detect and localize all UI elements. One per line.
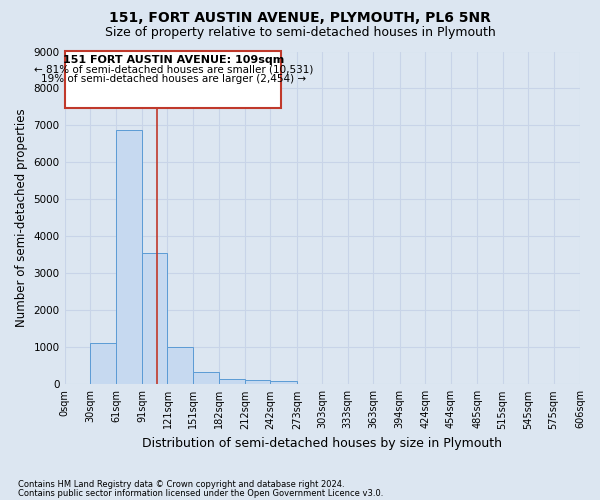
Text: 151 FORT AUSTIN AVENUE: 109sqm: 151 FORT AUSTIN AVENUE: 109sqm [63,54,284,64]
Text: Contains public sector information licensed under the Open Government Licence v3: Contains public sector information licen… [18,490,383,498]
Bar [142,252,167,384]
Bar [220,379,245,384]
Bar [193,372,220,384]
X-axis label: Distribution of semi-detached houses by size in Plymouth: Distribution of semi-detached houses by … [142,437,502,450]
Text: Contains HM Land Registry data © Crown copyright and database right 2024.: Contains HM Land Registry data © Crown c… [18,480,344,489]
Y-axis label: Number of semi-detached properties: Number of semi-detached properties [15,108,28,327]
Bar [116,130,142,384]
Bar [167,348,193,385]
Bar [271,382,297,384]
Bar [245,380,271,384]
Bar [90,342,116,384]
Text: 151, FORT AUSTIN AVENUE, PLYMOUTH, PL6 5NR: 151, FORT AUSTIN AVENUE, PLYMOUTH, PL6 5… [109,11,491,25]
Text: ← 81% of semi-detached houses are smaller (10,531): ← 81% of semi-detached houses are smalle… [34,64,313,74]
Text: 19% of semi-detached houses are larger (2,454) →: 19% of semi-detached houses are larger (… [41,74,306,84]
FancyBboxPatch shape [65,52,281,108]
Text: Size of property relative to semi-detached houses in Plymouth: Size of property relative to semi-detach… [104,26,496,39]
